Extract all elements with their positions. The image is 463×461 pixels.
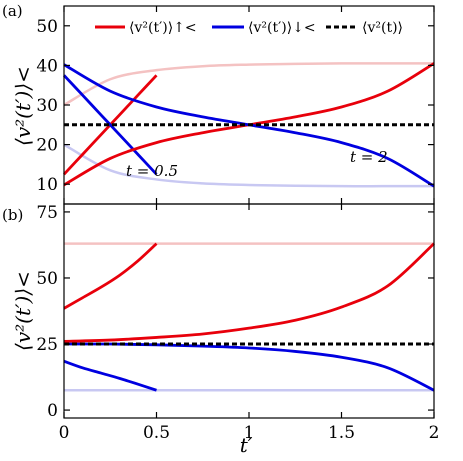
annotation-t-2: t = 2 (350, 148, 388, 166)
x-tick-label-1: 0.5 (143, 423, 170, 443)
panel-a-y-tick-label-4: 50 (36, 17, 58, 37)
legend-entry-up: ⟨v²(t′)⟩↑< (95, 20, 197, 36)
legend: ⟨v²(t′)⟩↑< ⟨v²(t′)⟩↓< ⟨v²(t)⟩ (95, 20, 403, 36)
panel-a-lines (62, 62, 435, 188)
panel-a-y-tick-label-0: 10 (36, 175, 58, 195)
panel-a-ylabel: ⟨v²(t′)⟩< (11, 66, 35, 146)
legend-entry-down: ⟨v²(t′)⟩↓< (212, 20, 316, 36)
panel-a-y-tick-label-1: 20 (36, 136, 58, 156)
panel-b-frame (63, 203, 435, 419)
panel-a-label: (a) (2, 2, 23, 20)
panel-b-faint-curves (64, 242, 434, 392)
panel-a-series-6 (63, 143, 434, 188)
x-tick-label-3: 1.5 (328, 423, 355, 443)
panel-a-faint-curves (63, 62, 434, 188)
panel-a-series-1 (62, 74, 158, 176)
legend-label-mean: ⟨v²(t)⟩ (362, 20, 403, 36)
legend-label-up: ⟨v²(t′)⟩↑< (129, 20, 197, 36)
panel-a-series-5 (63, 62, 434, 107)
panel-b-ylabel: ⟨v²(t′)⟩< (11, 271, 35, 351)
panel-b-label: (b) (2, 206, 23, 224)
legend-label-down: ⟨v²(t′)⟩↓< (248, 20, 316, 36)
panel-a-ticks: 10 20 30 40 50 (36, 6, 435, 204)
x-axis-label: t′ (240, 433, 253, 457)
panel-b-series-3 (63, 342, 435, 392)
svg-text:⟨v²(t′)⟩<: ⟨v²(t′)⟩< (11, 271, 35, 351)
x-tick-label-4: 2 (429, 423, 440, 443)
panel-b-series-0 (63, 242, 158, 310)
annotation-t-0.5: t = 0.5 (126, 162, 178, 180)
panel-b-series-1 (63, 359, 157, 392)
panel-a-y-tick-label-3: 40 (36, 56, 58, 76)
x-tick-label-2: 1 (244, 423, 255, 443)
x-tick-label-0: 0 (59, 423, 70, 443)
panel-b-series-2 (63, 242, 435, 343)
panel-a: (a) 10 20 30 40 50 ⟨v²(t′)⟩< ⟨v²(t′)⟩↑< ⟨v²(… (2, 2, 435, 205)
legend-entry-mean: ⟨v²(t)⟩ (326, 20, 403, 36)
svg-text:⟨v²(t′)⟩<: ⟨v²(t′)⟩< (11, 66, 35, 146)
panel-b-ticks: 0 0.5 1 1.5 2 0 25 50 75 (36, 203, 439, 443)
panel-b-y-tick-label-1: 25 (36, 335, 58, 355)
panel-b-y-tick-label-2: 50 (36, 269, 58, 289)
panel-a-y-tick-label-2: 30 (36, 96, 58, 116)
panel-b-y-tick-label-3: 75 (36, 203, 58, 223)
panel-b-y-tick-label-0: 0 (47, 401, 58, 421)
panel-b-lines (63, 242, 435, 392)
panel-b: (b) 0 0.5 1 1.5 2 0 25 50 75 ⟨v²(t′)⟩< t′ (2, 203, 439, 457)
